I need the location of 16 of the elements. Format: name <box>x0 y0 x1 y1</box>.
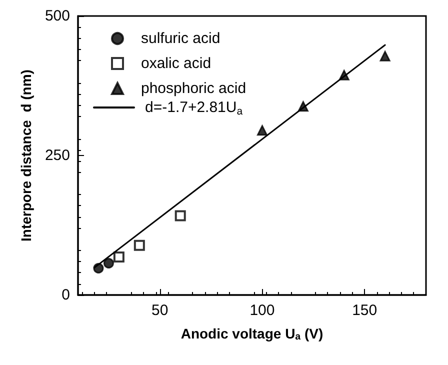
x-tick-label: 100 <box>250 302 275 319</box>
y-tick-label: 250 <box>44 147 70 164</box>
point <box>134 240 145 251</box>
legend-label: oxalic acid <box>141 55 212 72</box>
point <box>256 125 268 136</box>
y-tick-label: 0 <box>62 286 70 304</box>
point <box>103 258 114 268</box>
x-tick-label: 50 <box>152 302 168 319</box>
y-axis-title: Interpore distance d (nm) <box>18 70 34 242</box>
point <box>380 50 390 62</box>
legend-label: sulfuric acid <box>141 30 220 47</box>
x-tick-label: 150 <box>352 302 378 319</box>
y-tick-label: 500 <box>44 8 70 24</box>
point <box>174 210 186 222</box>
legend-label: phosphoric acid <box>141 80 246 97</box>
point <box>113 252 124 263</box>
